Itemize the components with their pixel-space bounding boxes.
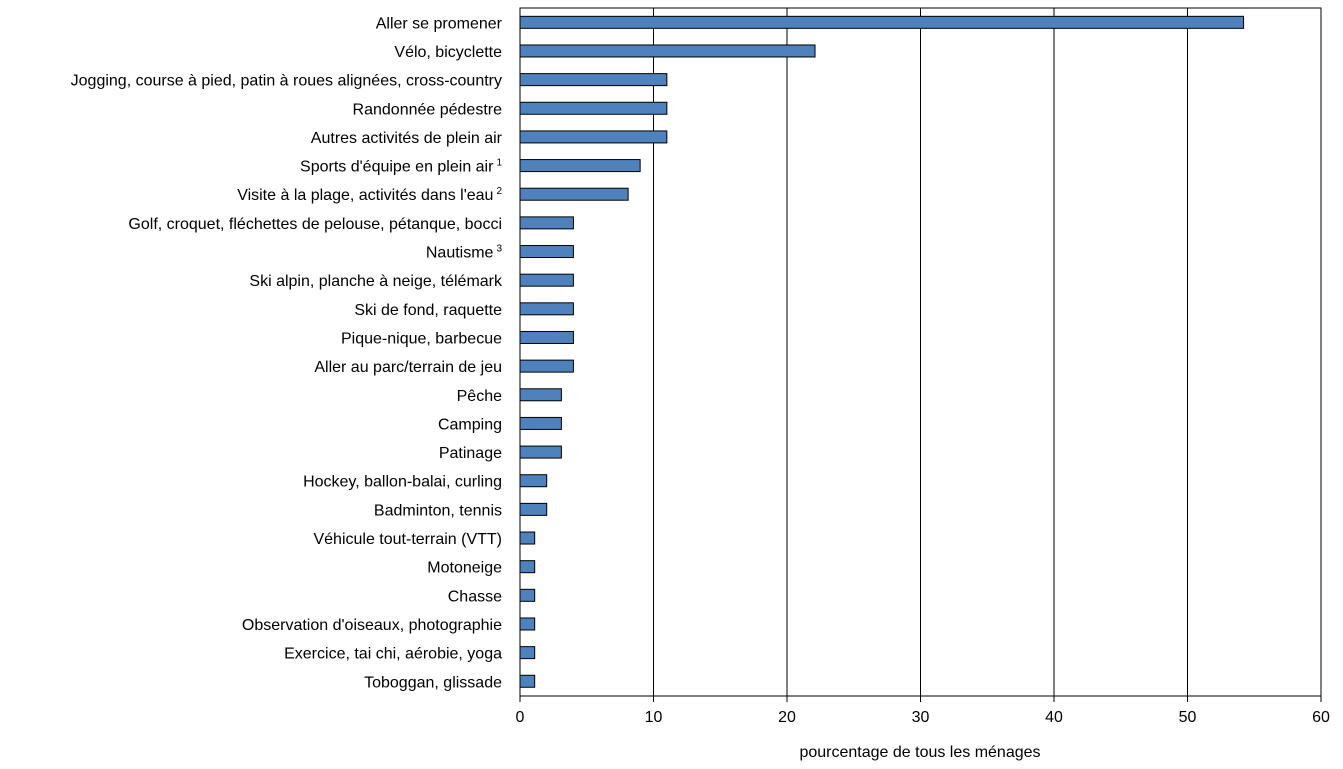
category-label: Motoneige	[427, 560, 502, 577]
bar	[519, 646, 536, 660]
category-label: Chasse	[448, 588, 502, 605]
category-label: Randonnée pédestre	[353, 101, 503, 118]
bar	[519, 445, 562, 459]
category-label-text: Randonnée pédestre	[353, 101, 503, 118]
category-label: Nautisme 3	[426, 244, 503, 262]
category-label: Patinage	[439, 445, 502, 462]
x-tick-label: 20	[778, 709, 796, 726]
category-label: Ski de fond, raquette	[354, 302, 502, 319]
bar	[519, 388, 562, 402]
grid-lines	[653, 8, 1188, 696]
bar	[519, 73, 668, 87]
category-label: Pêche	[457, 388, 502, 405]
bar	[519, 273, 574, 287]
category-label-text: Vélo, bicyclette	[394, 44, 502, 61]
x-tick-label: 60	[1312, 709, 1330, 726]
category-label-text: Véhicule tout-terrain (VTT)	[313, 531, 502, 548]
category-label-text: Aller se promener	[376, 15, 503, 32]
x-axis-title: pourcentage de tous les ménages	[799, 744, 1040, 761]
bar	[519, 674, 536, 688]
category-label: Vélo, bicyclette	[394, 44, 502, 61]
category-label: Golf, croquet, fléchettes de pelouse, pé…	[128, 216, 502, 233]
category-label-text: Visite à la plage, activités dans l'eau	[237, 187, 493, 204]
category-label-text: Observation d'oiseaux, photographie	[242, 617, 502, 634]
bar	[519, 15, 1245, 29]
category-label-text: Pique-nique, barbecue	[341, 330, 502, 347]
bar	[519, 359, 574, 373]
category-label: Exercice, tai chi, aérobie, yoga	[284, 646, 502, 663]
x-tick-labels: 0 10 20 30 40 50 60	[516, 696, 1330, 726]
category-label: Camping	[438, 416, 502, 433]
category-label-text: Hockey, ballon-balai, curling	[303, 474, 502, 491]
bar	[519, 416, 562, 430]
category-label-text: Golf, croquet, fléchettes de pelouse, pé…	[128, 216, 502, 233]
category-label-text: Camping	[438, 416, 502, 433]
category-label: Pique-nique, barbecue	[341, 330, 502, 347]
category-label: Toboggan, glissade	[364, 674, 502, 691]
category-label-text: Chasse	[448, 588, 502, 605]
bar	[519, 330, 574, 344]
category-label-text: Badminton, tennis	[374, 502, 502, 519]
bar	[519, 531, 536, 545]
footnote-marker: 2	[496, 186, 502, 197]
category-label-text: Ski alpin, planche à neige, télémark	[249, 273, 503, 290]
bar	[519, 44, 816, 58]
footnote-marker: 3	[496, 244, 502, 255]
category-label-text: Ski de fond, raquette	[354, 302, 502, 319]
category-label: Jogging, course à pied, patin à roues al…	[71, 73, 502, 90]
bar	[519, 302, 574, 316]
category-label: Sports d'équipe en plein air 1	[300, 158, 502, 176]
bar	[519, 617, 536, 631]
category-label: Aller au parc/terrain de jeu	[314, 359, 502, 376]
category-label-text: Patinage	[439, 445, 502, 462]
category-label-text: Sports d'équipe en plein air	[300, 159, 494, 176]
bar	[519, 130, 668, 144]
x-tick-label: 0	[516, 709, 525, 726]
category-label: Autres activités de plein air	[311, 130, 503, 147]
category-label-text: Nautisme	[426, 245, 494, 262]
category-label: Véhicule tout-terrain (VTT)	[313, 531, 502, 548]
x-tick-label: 40	[1045, 709, 1063, 726]
bar	[519, 474, 548, 488]
category-label: Ski alpin, planche à neige, télémark	[249, 273, 503, 290]
footnote-marker: 1	[496, 158, 502, 169]
category-labels: Aller se promener Vélo, bicyclette Jogging…	[71, 15, 503, 691]
x-tick-label: 30	[912, 709, 930, 726]
x-tick-label: 50	[1179, 709, 1197, 726]
category-label: Visite à la plage, activités dans l'eau 2	[237, 186, 502, 204]
bar	[519, 502, 548, 516]
bar	[519, 560, 536, 574]
category-label-text: Motoneige	[427, 560, 502, 577]
category-label: Observation d'oiseaux, photographie	[242, 617, 502, 634]
category-label-text: Jogging, course à pied, patin à roues al…	[71, 73, 502, 90]
x-tick-label: 10	[645, 709, 663, 726]
category-label: Badminton, tennis	[374, 502, 502, 519]
bar	[519, 216, 574, 230]
category-label-text: Toboggan, glissade	[364, 674, 502, 691]
bar	[519, 187, 629, 201]
category-label-text: Autres activités de plein air	[311, 130, 503, 147]
category-label-text: Exercice, tai chi, aérobie, yoga	[284, 646, 502, 663]
bar	[519, 245, 574, 259]
bar	[519, 101, 668, 115]
category-label: Hockey, ballon-balai, curling	[303, 474, 502, 491]
bar	[519, 159, 641, 173]
bars	[519, 15, 1245, 688]
category-label-text: Pêche	[457, 388, 502, 405]
category-label-text: Aller au parc/terrain de jeu	[314, 359, 502, 376]
bar	[519, 588, 536, 602]
category-label: Aller se promener	[376, 15, 503, 32]
